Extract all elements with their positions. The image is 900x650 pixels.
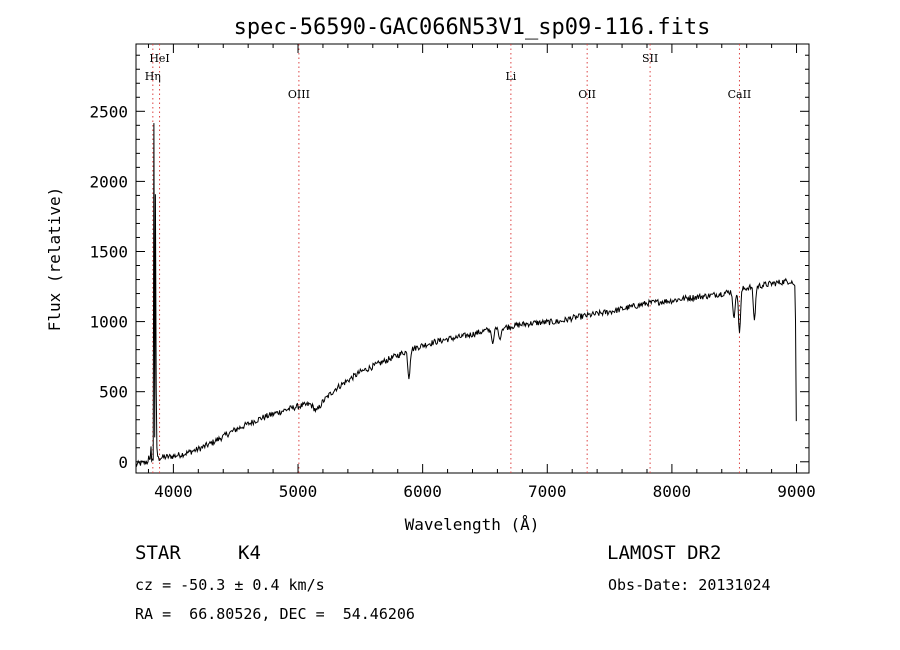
object-subclass: K4 <box>238 542 261 564</box>
line-label-caii: CaII <box>728 88 752 101</box>
observation-date: Obs-Date: 20131024 <box>608 576 771 594</box>
y-tick-label: 1500 <box>89 242 128 261</box>
chart-title: spec-56590-GAC066N53V1_sp09-116.fits <box>234 15 711 40</box>
x-tick-label: 6000 <box>403 482 442 501</box>
y-tick-label: 1000 <box>89 313 128 332</box>
y-tick-label: 2000 <box>89 172 128 191</box>
y-tick-label: 2500 <box>89 102 128 121</box>
x-tick-label: 9000 <box>777 482 816 501</box>
line-label-sii: SII <box>642 52 658 65</box>
line-label-oiii: OIII <box>288 88 310 101</box>
x-tick-label: 8000 <box>653 482 692 501</box>
coordinates-readout: RA = 66.80526, DEC = 54.46206 <box>135 605 415 623</box>
y-tick-label: 500 <box>99 383 128 402</box>
object-class: STAR <box>135 542 181 564</box>
spectral-line-markers: HeI Hη OIII Li OII SII CaII <box>145 44 752 473</box>
line-label-hη: Hη <box>145 70 161 83</box>
redshift-readout: cz = -50.3 ± 0.4 km/s <box>135 576 325 594</box>
x-tick-label: 4000 <box>154 482 193 501</box>
spectrum-line <box>135 123 797 468</box>
y-tick-label: 0 <box>118 453 128 472</box>
line-label-oii: OII <box>578 88 596 101</box>
y-axis-label: Flux (relative) <box>45 187 64 332</box>
x-axis-label: Wavelength (Å) <box>405 515 540 534</box>
plot-frame <box>135 43 810 474</box>
survey-name: LAMOST DR2 <box>607 542 722 564</box>
line-label-hei: HeI <box>149 52 169 65</box>
x-tick-label: 5000 <box>279 482 318 501</box>
x-tick-label: 7000 <box>528 482 567 501</box>
axis-ticks: 4000 5000 6000 7000 8000 9000 0 500 1000 1500 2000… <box>89 44 816 501</box>
line-label-li: Li <box>505 70 516 83</box>
